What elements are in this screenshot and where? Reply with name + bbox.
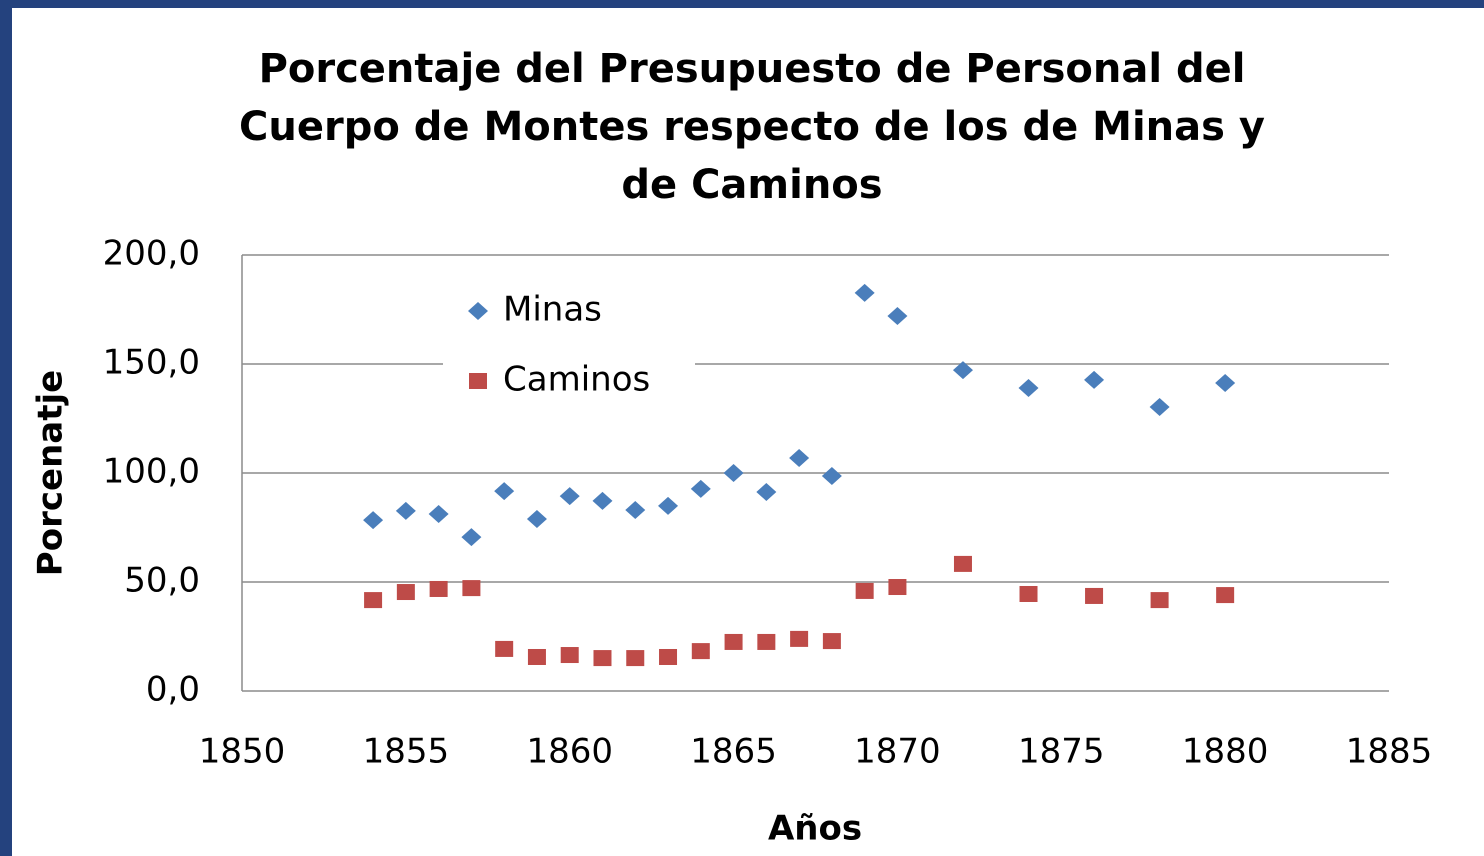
legend-label: Minas	[503, 290, 602, 330]
point	[461, 528, 482, 547]
x-tick-label: 1885	[1346, 732, 1433, 772]
point	[494, 482, 515, 501]
point	[855, 582, 874, 599]
point	[659, 648, 678, 665]
y-tick-label: 50,0	[124, 561, 200, 601]
point	[527, 648, 546, 665]
y-axis-label: Porcenatje	[31, 370, 71, 576]
legend-marker	[468, 302, 488, 320]
point	[396, 584, 415, 601]
point	[593, 650, 612, 667]
point	[1150, 592, 1169, 609]
x-tick-label: 1880	[1182, 732, 1269, 772]
point	[625, 501, 646, 520]
point	[887, 307, 908, 326]
point	[1084, 370, 1105, 389]
point	[821, 467, 842, 486]
point	[756, 482, 777, 501]
point	[1018, 378, 1039, 397]
point	[757, 633, 776, 650]
point	[1216, 587, 1235, 604]
y-tick-label: 200,0	[103, 234, 200, 274]
point	[462, 580, 481, 597]
point	[1215, 373, 1236, 392]
point	[789, 448, 810, 467]
point	[428, 504, 449, 523]
point	[1149, 397, 1170, 416]
point	[395, 501, 416, 520]
point	[626, 650, 645, 667]
point	[952, 361, 973, 380]
point	[822, 633, 841, 650]
point	[790, 630, 809, 647]
point	[363, 511, 384, 530]
point	[888, 579, 907, 596]
y-tick-label: 100,0	[103, 452, 200, 492]
y-tick-label: 150,0	[103, 343, 200, 383]
x-tick-label: 1870	[854, 732, 941, 772]
point	[953, 555, 972, 572]
point	[854, 283, 875, 302]
x-axis-label: Años	[768, 809, 862, 849]
x-tick-label: 1850	[199, 732, 286, 772]
point	[724, 633, 743, 650]
point	[526, 509, 547, 528]
x-tick-label: 1860	[526, 732, 613, 772]
point	[592, 491, 613, 510]
point	[1085, 587, 1104, 604]
x-tick-label: 1865	[690, 732, 777, 772]
chart-panel	[12, 8, 1484, 856]
point	[559, 487, 580, 506]
point	[658, 496, 679, 515]
point	[560, 647, 579, 664]
legend-label: Caminos	[503, 360, 650, 400]
y-tick-label: 0,0	[146, 670, 200, 710]
point	[1019, 585, 1038, 602]
point	[429, 580, 448, 597]
legend-marker	[469, 373, 487, 389]
chart-title: Porcentaje del Presupuesto de Personal d…	[239, 46, 1265, 208]
point	[690, 479, 711, 498]
point	[495, 640, 514, 657]
point	[691, 643, 710, 660]
x-tick-label: 1855	[363, 732, 450, 772]
x-tick-label: 1875	[1018, 732, 1105, 772]
point	[723, 464, 744, 482]
point	[364, 592, 383, 609]
